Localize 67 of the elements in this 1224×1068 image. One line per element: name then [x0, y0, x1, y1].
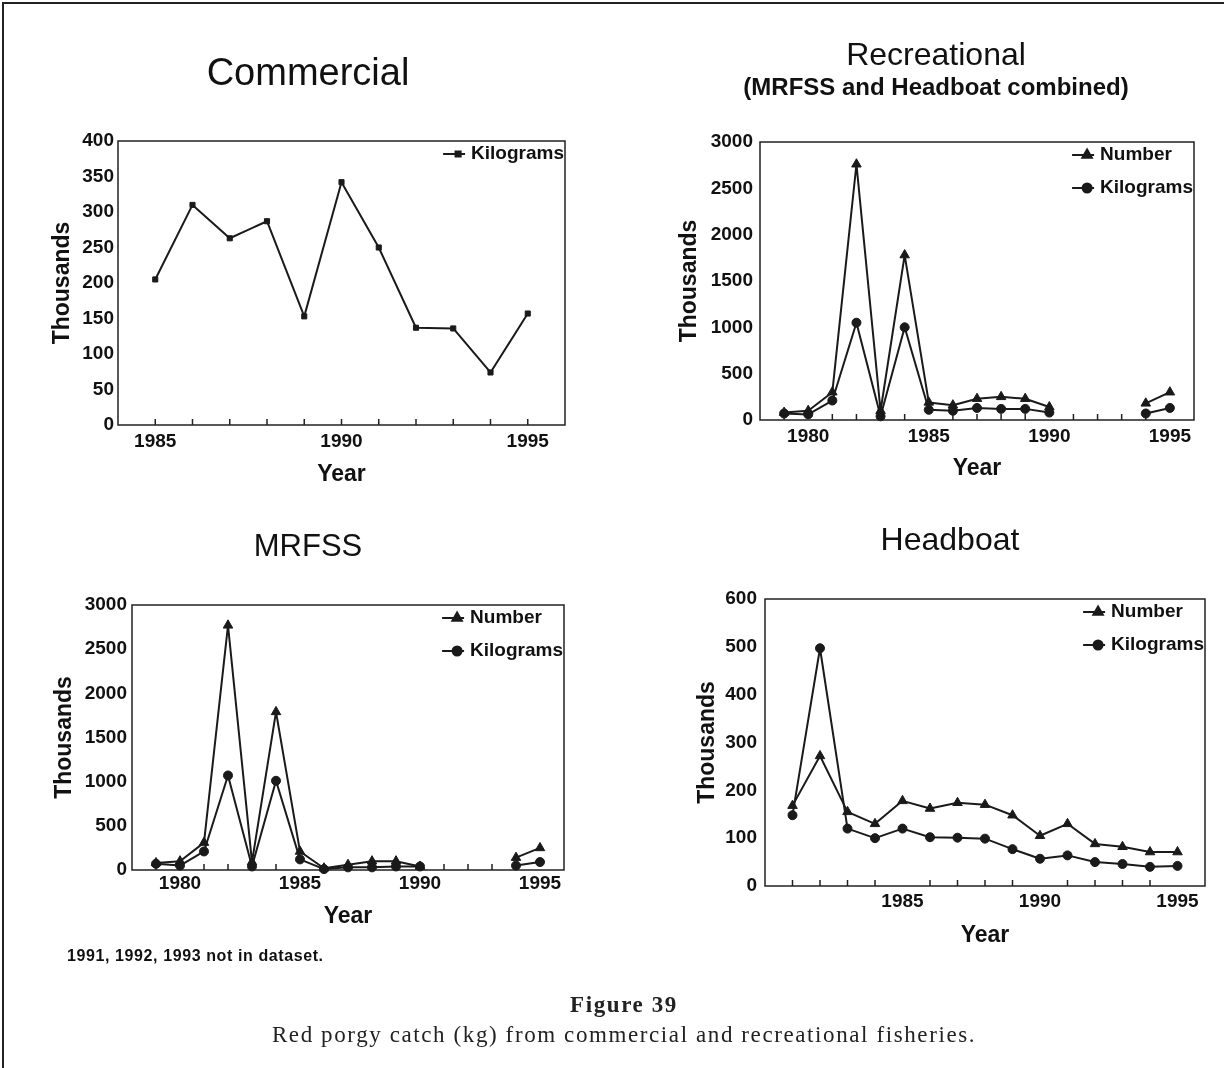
y-tick-label: 0	[746, 874, 757, 896]
y-tick-label: 350	[82, 164, 114, 186]
x-tick-label: 1990	[1028, 425, 1071, 447]
y-tick-label: 0	[742, 408, 753, 430]
x-tick-label: 1985	[278, 872, 322, 894]
y-tick-label: 50	[92, 377, 114, 399]
legend-label: Kilograms	[1100, 176, 1194, 198]
x-axis-title: Year	[960, 921, 1010, 948]
y-tick-label: 3000	[84, 593, 127, 615]
legend-label: Kilograms	[470, 639, 564, 661]
legend-label: Number	[1100, 143, 1173, 165]
y-tick-label: 2500	[84, 637, 127, 659]
x-axis-title: Year	[323, 902, 373, 929]
text: 1991, 1992, 1993 not in dataset.	[67, 947, 324, 965]
y-tick-label: 100	[82, 342, 114, 364]
y-tick-label: 300	[82, 200, 114, 222]
y-axis-title: Thousands	[50, 676, 77, 799]
legend-label: Kilograms	[1111, 633, 1205, 655]
y-tick-label: 150	[82, 306, 114, 328]
y-tick-label: 2500	[710, 176, 753, 198]
y-tick-label: 1000	[710, 315, 753, 337]
x-tick-label: 1990	[320, 430, 363, 452]
x-tick-label: 1990	[1018, 890, 1062, 912]
y-tick-label: 250	[82, 235, 114, 257]
y-tick-label: 400	[82, 129, 114, 151]
chart-title: Headboat	[880, 520, 1020, 557]
y-tick-label: 500	[725, 635, 757, 657]
y-tick-label: 200	[725, 778, 757, 800]
x-tick-label: 1995	[518, 872, 562, 894]
legend-label: Number	[1111, 600, 1184, 622]
y-tick-label: 500	[95, 814, 127, 836]
y-tick-label: 2000	[710, 222, 753, 244]
y-tick-label: 0	[103, 413, 114, 435]
y-tick-label: 2000	[84, 681, 127, 703]
x-tick-label: 1985	[881, 890, 925, 912]
y-tick-label: 1500	[710, 269, 753, 291]
x-tick-label: 1990	[398, 872, 442, 894]
y-tick-label: 500	[721, 361, 753, 383]
y-tick-label: 0	[116, 858, 127, 880]
y-axis-title: Thousands	[48, 221, 75, 345]
chart-title: Commercial	[206, 51, 410, 94]
chart-subtitle: (MRFSS and Headboat combined)	[743, 72, 1129, 100]
x-tick-label: 1995	[1148, 425, 1192, 447]
y-tick-label: 100	[725, 826, 757, 848]
text: Red porgy catch (kg) from commercial and recreational fisheries.	[270, 1022, 978, 1048]
x-axis-title: Year	[952, 454, 1002, 481]
y-axis-title: Thousands	[675, 219, 702, 343]
x-tick-label: 1980	[787, 425, 830, 447]
x-tick-label: 1980	[158, 872, 202, 894]
x-tick-label: 1985	[907, 425, 951, 447]
x-tick-label: 1995	[1156, 890, 1200, 912]
y-tick-label: 300	[725, 730, 757, 752]
y-tick-label: 3000	[710, 130, 753, 152]
x-tick-label: 1995	[506, 430, 550, 452]
y-axis-title: Thousands	[693, 681, 720, 804]
y-tick-label: 600	[725, 587, 757, 609]
chart-title: MRFSS	[253, 527, 363, 563]
y-tick-label: 400	[725, 682, 757, 704]
legend-label: Number	[470, 606, 543, 628]
chart-title: Recreational	[846, 35, 1026, 72]
caption: Figure 39	[569, 992, 679, 1018]
x-axis-title: Year	[317, 460, 366, 487]
y-tick-label: 1500	[84, 725, 127, 747]
legend-label: Kilograms	[471, 142, 565, 164]
x-tick-label: 1985	[134, 430, 177, 452]
y-tick-label: 1000	[84, 769, 127, 791]
y-tick-label: 200	[82, 271, 114, 293]
